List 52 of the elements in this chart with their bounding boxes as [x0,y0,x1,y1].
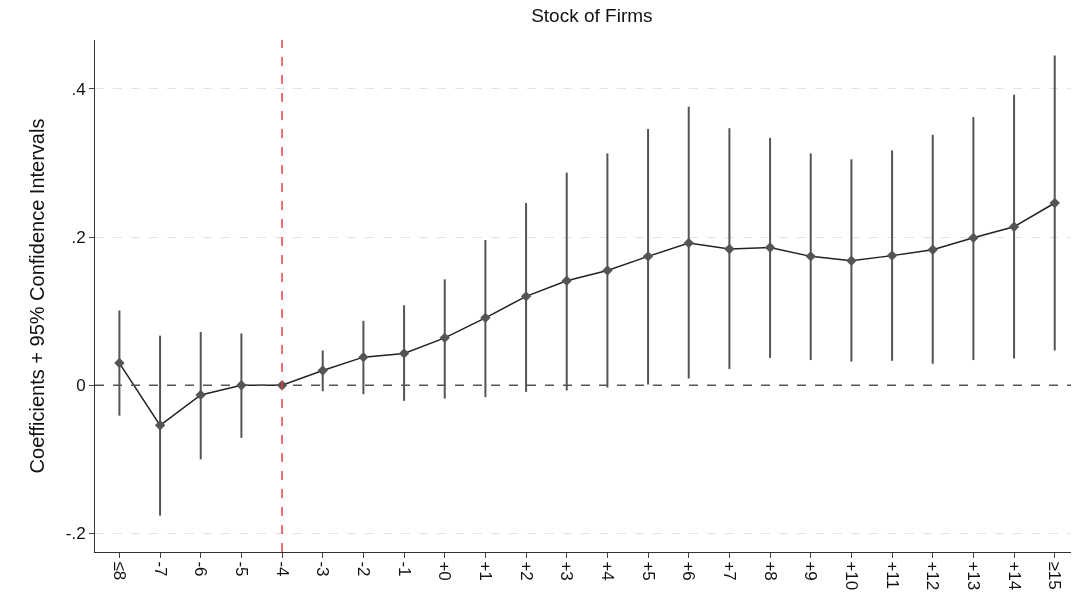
point [642,251,654,262]
x-tick-label: -6 [191,561,211,577]
x-tick-label: +1 [475,561,495,581]
point [358,351,369,363]
x-tick-label: ≥15 [1045,561,1065,590]
x-tick-label: -4 [272,561,292,577]
x-tick-label: +5 [638,561,658,581]
x-tick-label: -5 [231,561,251,577]
x-tick-label: +9 [801,561,821,581]
x-tick-label: +11 [882,561,902,589]
x-tick-label: +3 [557,561,577,581]
y-tick-label: 0 [76,376,86,396]
point [154,420,166,431]
point [927,244,938,255]
x-tick-label: +8 [760,561,780,581]
x-tick-label: -1 [394,561,414,577]
x-tick-label: +12 [923,561,943,591]
x-tick-label: -2 [353,561,373,577]
x-tick-label: ≤8 [109,561,129,581]
y-tick-label: .4 [71,79,86,99]
point [886,250,898,261]
y-tick-label: -.2 [65,524,86,544]
point [561,275,572,287]
y-axis-title: Coefficients + 95% Confidence Intervals [26,118,49,474]
x-tick-label: +14 [1004,561,1024,591]
point [398,348,410,359]
x-tick-label: +10 [841,561,861,591]
x-tick-label: +2 [516,561,536,581]
point [846,255,857,266]
x-tick-label: +7 [719,561,739,581]
point [602,265,613,276]
x-tick-label: -3 [313,561,333,577]
point [1008,221,1020,232]
point [764,242,776,253]
point [683,237,694,249]
x-tick-label: -7 [150,561,170,577]
point [968,232,979,244]
point [480,312,491,324]
x-tick-label: +0 [435,561,455,581]
x-tick-label: +13 [963,561,983,591]
x-tick-label: +6 [679,561,699,581]
point [439,332,450,344]
point [195,389,206,401]
y-tick-label: .2 [71,228,86,248]
x-tick-label: +4 [597,561,617,581]
point [520,291,532,302]
point [114,357,125,369]
point [805,251,816,262]
chart-title: Stock of Firms [531,5,653,27]
point [1049,197,1060,209]
point [317,365,328,376]
point [724,243,735,255]
